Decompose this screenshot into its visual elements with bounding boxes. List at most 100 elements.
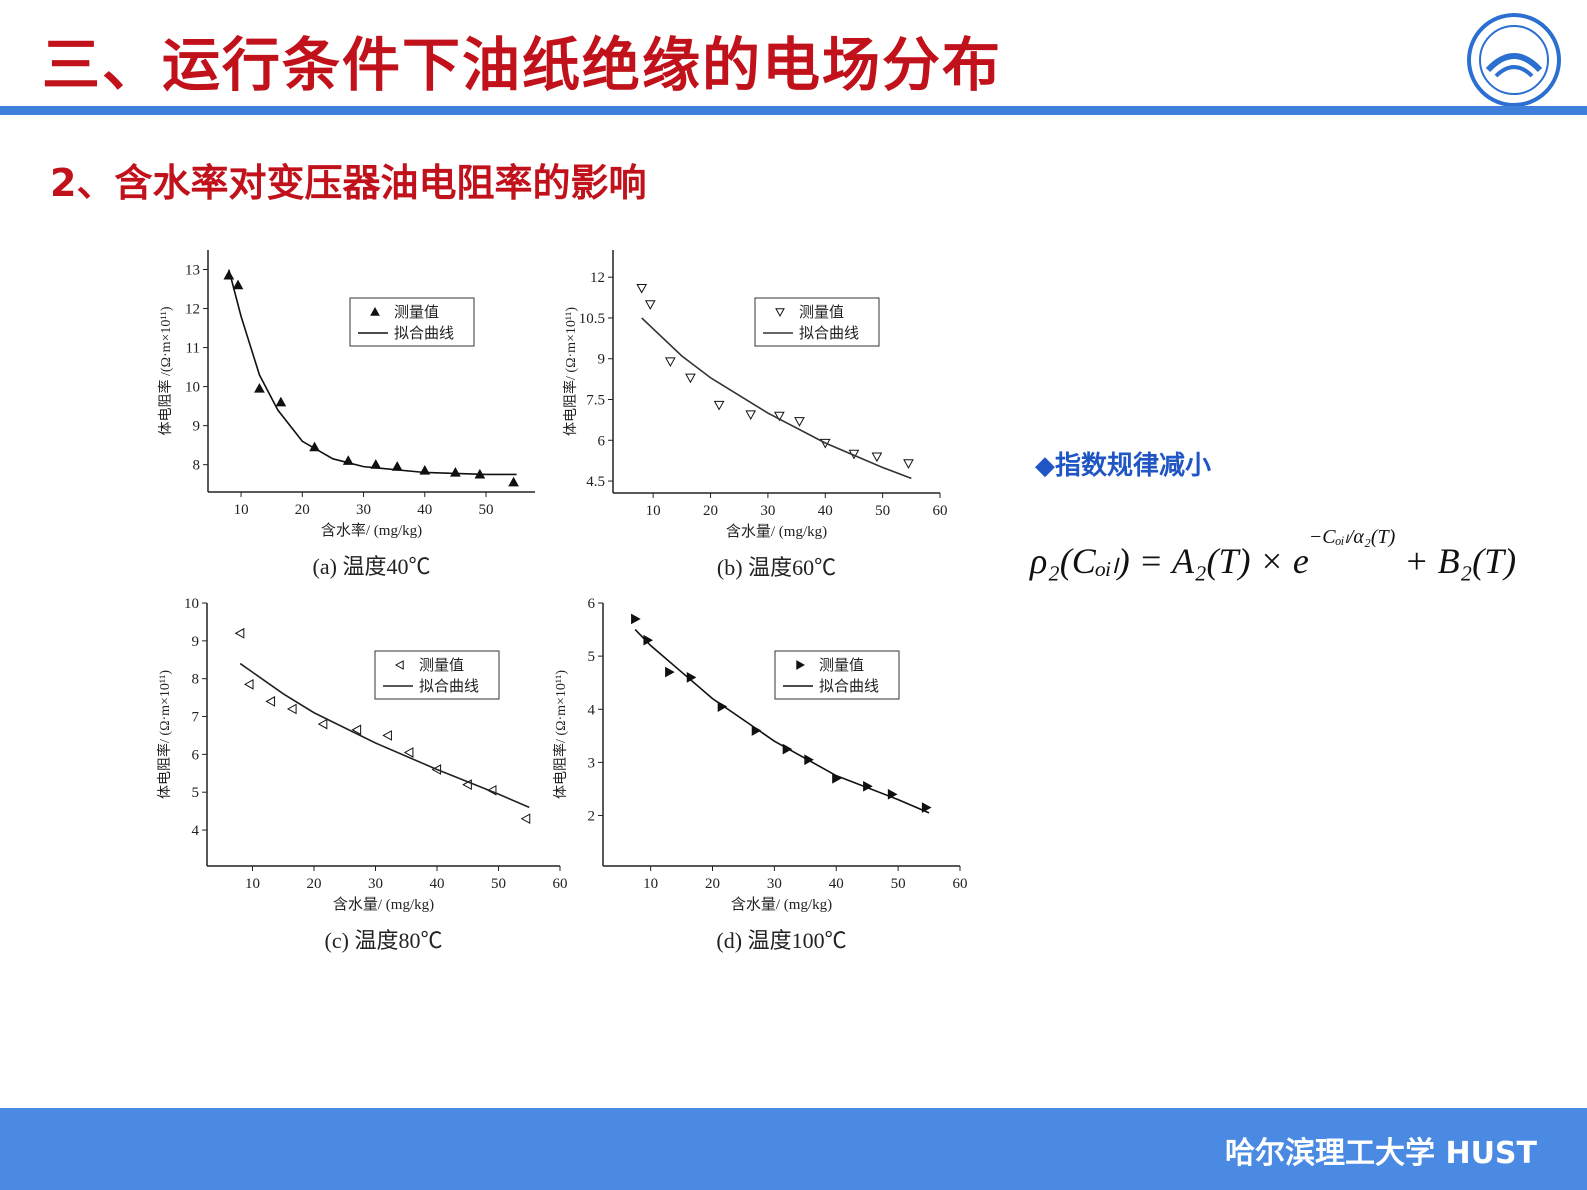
y-tick-label: 6: [588, 596, 596, 612]
x-tick-label: 20: [703, 503, 718, 519]
data-point: [382, 730, 392, 741]
y-tick-label: 4: [192, 823, 200, 839]
x-tick-label: 40: [417, 502, 432, 518]
data-point: [631, 613, 641, 625]
x-tick-label: 30: [767, 876, 782, 892]
x-tick-label: 60: [953, 876, 968, 892]
y-axis-label: 体电阻率/ (Ω·m×10¹¹): [552, 670, 569, 799]
legend-swatch: [370, 306, 380, 316]
slide-title: 三、运行条件下油纸绝缘的电场分布: [42, 31, 1003, 99]
x-tick-label: 10: [646, 503, 661, 519]
legend-label: 测量值: [799, 304, 844, 321]
data-point: [774, 411, 785, 422]
x-tick-label: 10: [245, 876, 260, 892]
caption: (a) 温度40℃: [313, 554, 431, 579]
x-tick-label: 60: [933, 503, 948, 519]
legend-label: 测量值: [394, 304, 439, 321]
y-tick-label: 6: [598, 433, 606, 449]
data-point: [745, 410, 757, 420]
y-tick-label: 13: [185, 263, 200, 279]
x-tick-label: 60: [553, 876, 568, 892]
formula-main: ρ₂(Cₒᵢₗ) = A₂(T) × e: [1030, 541, 1309, 581]
x-axis-label: 含水量/ (mg/kg): [726, 523, 827, 540]
legend-swatch: [796, 660, 806, 670]
legend-box: [774, 650, 900, 700]
y-tick-label: 8: [193, 458, 201, 474]
legend-label: 拟合曲线: [394, 325, 454, 342]
legend-box: [374, 650, 500, 700]
y-tick-label: 9: [192, 634, 200, 650]
legend-box: [754, 297, 880, 347]
x-axis-label: 含水量/ (mg/kg): [731, 896, 832, 913]
y-tick-label: 11: [186, 341, 200, 357]
caption: (c) 温度80℃: [325, 928, 443, 953]
y-axis-label: 体电阻率 /(Ω·m×10¹¹): [157, 306, 174, 435]
data-point: [403, 747, 414, 758]
y-tick-label: 8: [192, 672, 200, 688]
data-point: [903, 459, 914, 469]
x-tick-label: 20: [295, 502, 310, 518]
data-point: [685, 373, 696, 384]
y-axis-label: 体电阻率/ (Ω·m×10¹¹): [562, 307, 579, 436]
charts: 8 9 10 11 12 13 10 20 30 40 50 含水率/ (mg/kg) 体电阻率 /(Ω…: [156, 250, 968, 953]
data-point: [713, 400, 725, 411]
x-tick-label: 20: [307, 876, 322, 892]
x-tick-label: 30: [368, 876, 383, 892]
subtitle: 2、含水率对变压器油电阻率的影响: [50, 161, 647, 205]
y-tick-label: 12: [185, 302, 200, 318]
formula-tail: + B₂(T): [1404, 541, 1517, 581]
data-point: [275, 396, 287, 407]
x-tick-label: 20: [705, 876, 720, 892]
fit-curve: [228, 269, 517, 476]
data-point: [520, 813, 531, 825]
x-tick-label: 40: [430, 876, 445, 892]
footer: 哈尔滨理工大学 HUST: [0, 1108, 1587, 1190]
y-tick-label: 10: [185, 380, 200, 396]
y-tick-label: 4.5: [586, 474, 605, 490]
x-tick-label: 40: [829, 876, 844, 892]
data-point: [234, 627, 245, 639]
data-point: [351, 724, 362, 736]
data-point: [636, 283, 648, 294]
y-tick-label: 5: [588, 649, 596, 665]
y-tick-label: 3: [588, 755, 596, 771]
data-point: [665, 357, 676, 367]
x-tick-label: 30: [760, 503, 775, 519]
x-tick-label: 50: [491, 876, 506, 892]
legend-box: [349, 297, 475, 347]
data-point: [286, 703, 297, 715]
fit-curve: [239, 662, 530, 809]
y-axis-label: 体电阻率/ (Ω·m×10¹¹): [156, 670, 173, 799]
logo: [1467, 13, 1561, 107]
legend-label: 拟合曲线: [819, 678, 879, 695]
y-tick-label: 9: [598, 352, 606, 368]
legend-swatch: [394, 660, 404, 670]
data-point: [265, 696, 276, 707]
x-tick-label: 50: [891, 876, 906, 892]
x-tick-label: 10: [234, 502, 249, 518]
data-point: [254, 383, 265, 393]
caption: (d) 温度100℃: [716, 928, 846, 953]
y-tick-label: 10.5: [579, 311, 605, 327]
legend-swatch: [775, 308, 785, 318]
data-point: [243, 679, 254, 690]
x-tick-label: 50: [875, 503, 890, 519]
data-point: [317, 718, 328, 730]
fit-curve: [634, 629, 930, 814]
footer-text: 哈尔滨理工大学 HUST: [1225, 1136, 1537, 1171]
data-point: [232, 279, 244, 290]
x-tick-label: 30: [356, 502, 371, 518]
legend-label: 拟合曲线: [419, 678, 479, 695]
legend-label: 测量值: [819, 657, 864, 674]
caption: (b) 温度60℃: [717, 555, 836, 580]
data-point: [794, 417, 805, 427]
y-tick-label: 7.5: [586, 392, 605, 408]
formula-exponent: −Cₒᵢₗ/α₂(T): [1308, 526, 1396, 548]
data-point: [665, 666, 675, 678]
data-point: [921, 802, 932, 813]
data-point: [508, 476, 519, 487]
y-tick-label: 5: [192, 785, 200, 801]
data-point: [871, 452, 883, 463]
formula: ρ₂(Cₒᵢₗ) = A₂(T) × e−Cₒᵢₗ/α₂(T) + B₂(T): [1030, 526, 1517, 582]
